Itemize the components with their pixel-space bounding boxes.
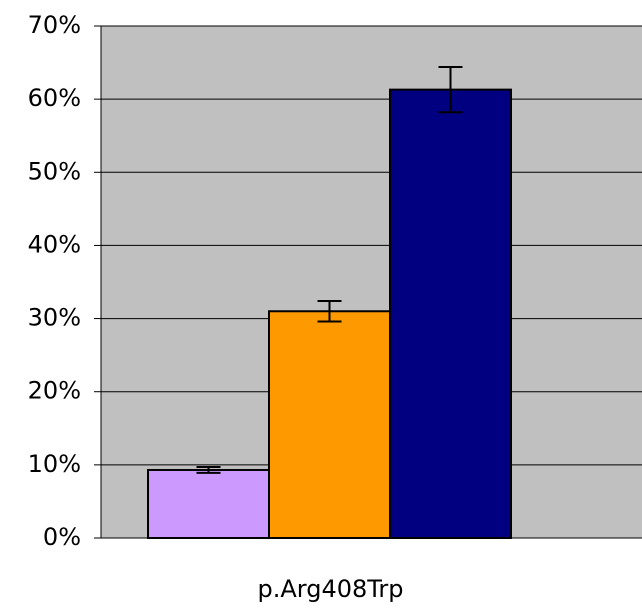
y-tick-label: 40%: [28, 230, 81, 258]
y-tick-label: 20%: [28, 377, 81, 405]
bar: [269, 311, 390, 538]
y-tick-label: 70%: [28, 11, 81, 39]
y-tick-label: 10%: [28, 450, 81, 478]
y-tick-label: 60%: [28, 84, 81, 112]
bar: [148, 470, 269, 538]
chart: 0% 10% 20% 30% 40% 50% 60% 70% p.Arg408Trp: [0, 0, 642, 610]
y-tick-label: 0%: [43, 523, 81, 551]
y-tick-label: 30%: [28, 304, 81, 332]
y-tick-label: 50%: [28, 157, 81, 185]
bar: [390, 90, 511, 538]
x-tick-label: p.Arg408Trp: [257, 575, 403, 603]
